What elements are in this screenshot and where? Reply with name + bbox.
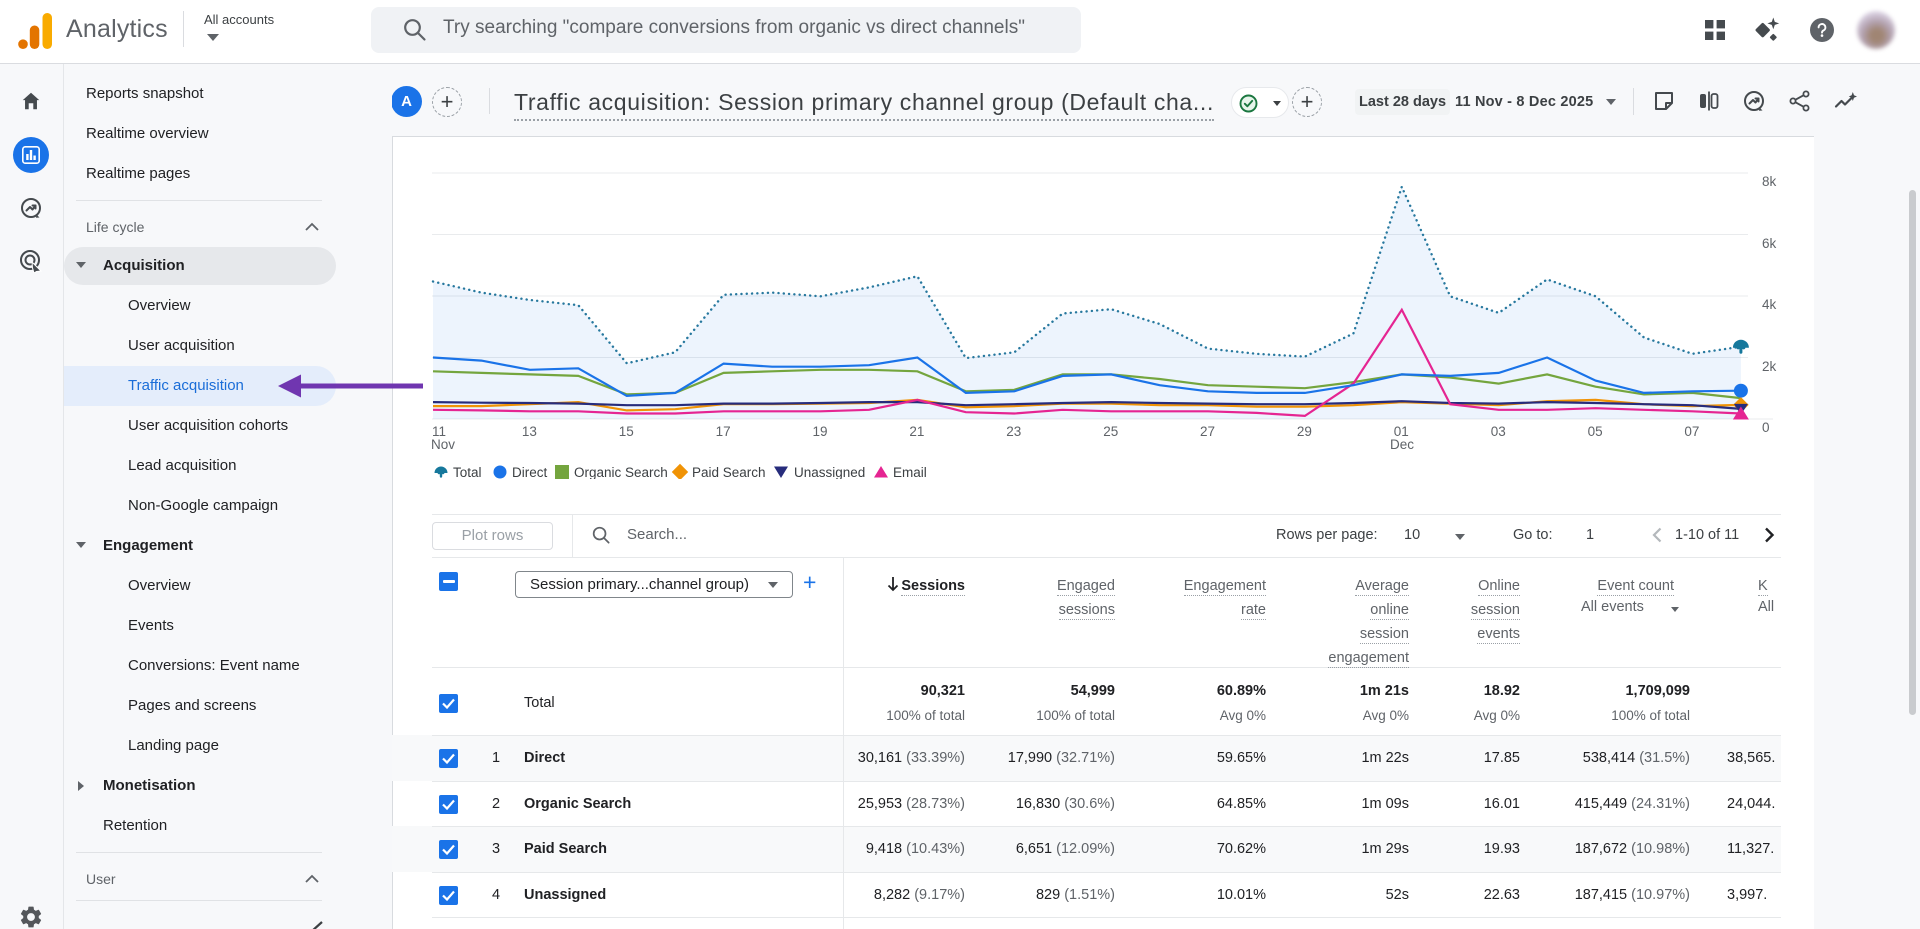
- svg-text:21: 21: [909, 424, 924, 439]
- svg-text:8k: 8k: [1762, 174, 1777, 189]
- svg-text:07: 07: [1684, 424, 1699, 439]
- svg-text:27: 27: [1200, 424, 1215, 439]
- svg-text:01: 01: [1394, 424, 1409, 439]
- svg-text:4k: 4k: [1762, 297, 1777, 312]
- svg-text:Dec: Dec: [1390, 437, 1414, 452]
- svg-text:15: 15: [619, 424, 634, 439]
- svg-text:25: 25: [1103, 424, 1118, 439]
- svg-text:11: 11: [432, 424, 446, 439]
- svg-text:6k: 6k: [1762, 236, 1777, 251]
- svg-text:Total: Total: [453, 465, 482, 479]
- svg-text:Email: Email: [893, 465, 927, 479]
- svg-text:05: 05: [1588, 424, 1603, 439]
- svg-text:Nov: Nov: [431, 437, 455, 452]
- svg-text:13: 13: [522, 424, 537, 439]
- svg-text:23: 23: [1006, 424, 1021, 439]
- svg-text:0: 0: [1762, 420, 1770, 435]
- svg-text:Direct: Direct: [512, 465, 548, 479]
- svg-text:29: 29: [1297, 424, 1312, 439]
- svg-text:2k: 2k: [1762, 359, 1777, 374]
- svg-text:19: 19: [813, 424, 828, 439]
- svg-text:Organic Search: Organic Search: [574, 465, 668, 479]
- svg-text:Unassigned: Unassigned: [794, 465, 865, 479]
- svg-text:03: 03: [1491, 424, 1506, 439]
- svg-text:17: 17: [716, 424, 731, 439]
- svg-text:Paid Search: Paid Search: [692, 465, 766, 479]
